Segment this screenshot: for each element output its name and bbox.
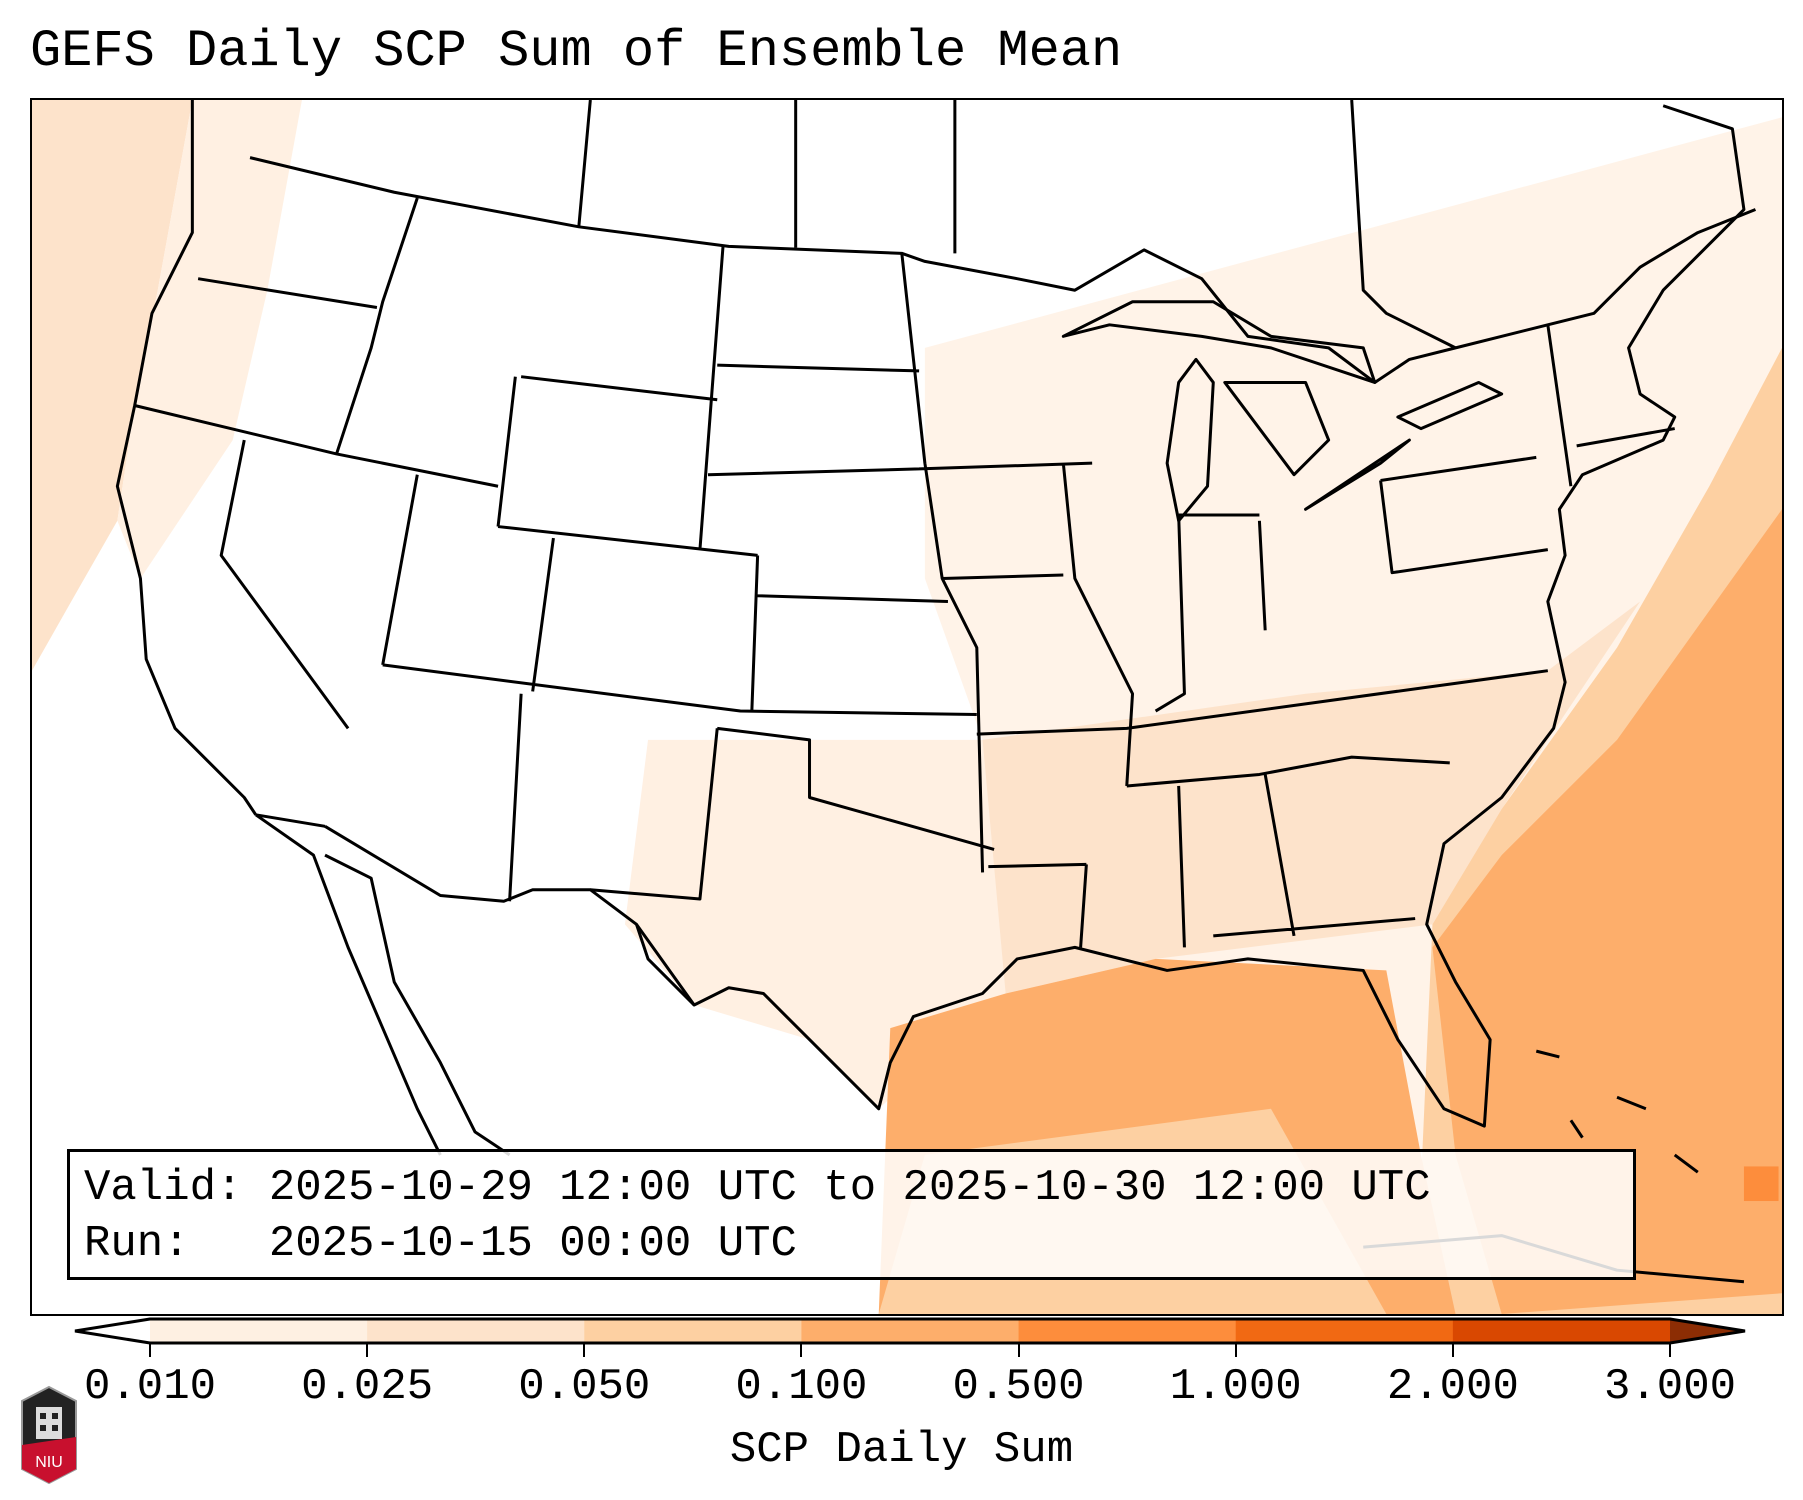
- shade-atlantic: [1432, 509, 1782, 1314]
- map-panel: [30, 98, 1784, 1316]
- colorbar: [74, 1317, 1746, 1345]
- map-title: GEFS Daily SCP Sum of Ensemble Mean: [30, 22, 1123, 81]
- great-lakes: [1061, 300, 1504, 523]
- colorbar-tick: [1234, 1343, 1237, 1357]
- run-time-text: Run: 2025-10-15 00:00 UTC: [84, 1219, 797, 1269]
- colorbar-segment: [1452, 1319, 1671, 1343]
- colorbar-tick: [583, 1343, 586, 1357]
- colorbar-extend-min: [75, 1319, 150, 1343]
- shade-texas: [624, 739, 1006, 1109]
- valid-run-info-box: Valid: 2025-10-29 12:00 UTC to 2025-10-3…: [67, 1149, 1636, 1280]
- niu-logo: NIU: [21, 1385, 77, 1485]
- shade-pacific: [32, 100, 193, 671]
- colorbar-extend-max: [1670, 1319, 1745, 1343]
- colorbar-segment: [801, 1319, 1020, 1343]
- colorbar-tick: [149, 1343, 151, 1357]
- state-lines: [134, 197, 1675, 948]
- colorbar-tick-label: 0.010: [83, 1362, 217, 1412]
- colorbar-tick-label: 2.000: [1386, 1362, 1519, 1412]
- colorbar-tick: [1017, 1343, 1020, 1357]
- colorbar-tick-label: 0.100: [735, 1362, 868, 1412]
- colorbar-tick: [366, 1343, 369, 1357]
- colorbar-label: SCP Daily Sum: [729, 1425, 1074, 1475]
- colorbar-segment: [1018, 1319, 1237, 1343]
- colorbar-tick-label: 0.050: [518, 1362, 651, 1412]
- colorbar-segment: [150, 1319, 368, 1343]
- shade-pacific-light: [117, 100, 302, 579]
- scp-shading: [32, 100, 1782, 1314]
- svg-text:NIU: NIU: [35, 1454, 63, 1471]
- shade-max-cell: [1743, 1166, 1779, 1202]
- colorbar-tick-label: 1.000: [1169, 1362, 1302, 1412]
- colorbar-tick-label: 0.500: [952, 1362, 1085, 1412]
- colorbar-tick: [800, 1343, 803, 1357]
- valid-time-text: Valid: 2025-10-29 12:00 UTC to 2025-10-3…: [84, 1163, 1431, 1213]
- colorbar-tick: [1669, 1343, 1671, 1357]
- colorbar-tick-label: 3.000: [1603, 1362, 1737, 1412]
- scp-map: [32, 100, 1782, 1314]
- colorbar-tick: [1451, 1343, 1454, 1357]
- colorbar-segment: [1235, 1319, 1454, 1343]
- colorbar-tick-label: 0.025: [301, 1362, 434, 1412]
- mexico-lines: [254, 813, 696, 1157]
- shade-southeast: [982, 601, 1641, 994]
- colorbar-segment: [367, 1319, 585, 1343]
- canada-provinces: [577, 100, 1457, 350]
- colorbar-segment: [584, 1319, 802, 1343]
